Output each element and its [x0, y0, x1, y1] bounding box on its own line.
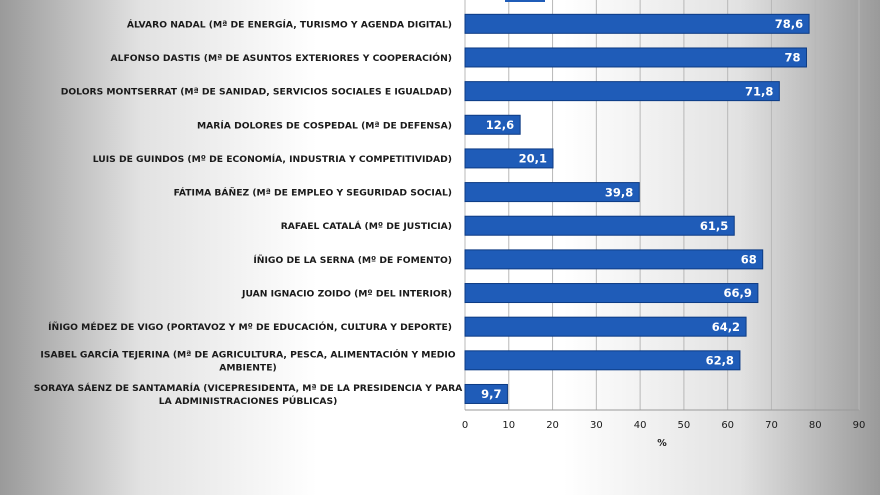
bar-value-label: 39,8: [605, 185, 633, 199]
bar-value-label: 66,9: [724, 286, 752, 300]
bar-value-label: 61,5: [700, 219, 728, 233]
x-tick-label: 10: [502, 420, 515, 431]
category-label: ALFONSO DASTIS (Mª DE ASUNTOS EXTERIORES…: [111, 52, 452, 64]
category-labels: ÁLVARO NADAL (Mª DE ENERGÍA, TURISMO Y A…: [34, 18, 463, 407]
bar: [464, 81, 780, 102]
bar: [464, 182, 640, 203]
bar: [464, 383, 508, 404]
bar-value-label: 68: [741, 253, 757, 267]
bar: [464, 13, 810, 34]
bar-value-label: 64,2: [712, 320, 740, 334]
bar-value-label: 12,6: [486, 118, 514, 132]
category-label: FÁTIMA BÁÑEZ (Mª DE EMPLEO Y SEGURIDAD S…: [174, 187, 452, 199]
bar: [464, 316, 747, 337]
bar: [464, 350, 741, 371]
bar-value-label: 78: [784, 51, 800, 65]
category-label: ÁLVARO NADAL (Mª DE ENERGÍA, TURISMO Y A…: [127, 18, 452, 30]
category-label: RAFAEL CATALÁ (Mº DE JUSTICIA): [281, 220, 452, 232]
category-label: LA ADMINISTRACIONES PÚBLICAS): [159, 395, 338, 407]
x-axis-ticks: 0 10 20 30 40 50 60 70 80 90: [462, 420, 866, 431]
bar-value-label: 20,1: [519, 152, 547, 166]
x-tick-label: 40: [634, 420, 647, 431]
x-tick-label: 30: [590, 420, 603, 431]
bar-value-label: 71,8: [745, 84, 773, 98]
bar: [464, 114, 521, 135]
x-tick-label: 70: [765, 420, 778, 431]
bar: [464, 215, 735, 236]
bar-value-label: 9,7: [481, 387, 501, 401]
category-label: LUIS DE GUINDOS (Mº DE ECONOMÍA, INDUSTR…: [93, 153, 452, 165]
category-label: ÍÑIGO DE LA SERNA (Mº DE FOMENTO): [253, 254, 452, 266]
category-label: ÍÑIGO MÉDEZ DE VIGO (PORTAVOZ Y Mº DE ED…: [48, 321, 452, 333]
gridlines: [464, 0, 860, 411]
category-label: AMBIENTE): [219, 362, 276, 373]
bar-partial-top: [505, 0, 545, 2]
bar-value-label: 78,6: [775, 17, 803, 31]
category-label: SORAYA SÁENZ DE SANTAMARÍA (VICEPRESIDEN…: [34, 382, 463, 394]
x-tick-label: 90: [853, 420, 866, 431]
x-tick-label: 50: [678, 420, 691, 431]
bar-value-label: 62,8: [706, 354, 734, 368]
x-tick-label: 80: [809, 420, 822, 431]
x-axis-title: %: [657, 438, 667, 449]
category-label: ISABEL GARCÍA TEJERINA (Mª DE AGRICULTUR…: [40, 348, 455, 360]
x-tick-label: 0: [462, 420, 468, 431]
x-tick-label: 20: [546, 420, 559, 431]
bars: 78,6 78 71,8 12,6 20,1 39,8 61,5 68 66,9 64,2 62,8…: [464, 0, 810, 404]
bar: [464, 47, 807, 68]
bar: [464, 249, 764, 270]
category-label: MARÍA DOLORES DE COSPEDAL (Mª DE DEFENSA…: [197, 119, 452, 131]
bar: [464, 148, 554, 169]
bar: [464, 283, 759, 304]
x-tick-label: 60: [721, 420, 734, 431]
category-label: JUAN IGNACIO ZOIDO (Mº DEL INTERIOR): [241, 289, 452, 300]
category-label: DOLORS MONTSERRAT (Mª DE SANIDAD, SERVIC…: [61, 87, 452, 98]
